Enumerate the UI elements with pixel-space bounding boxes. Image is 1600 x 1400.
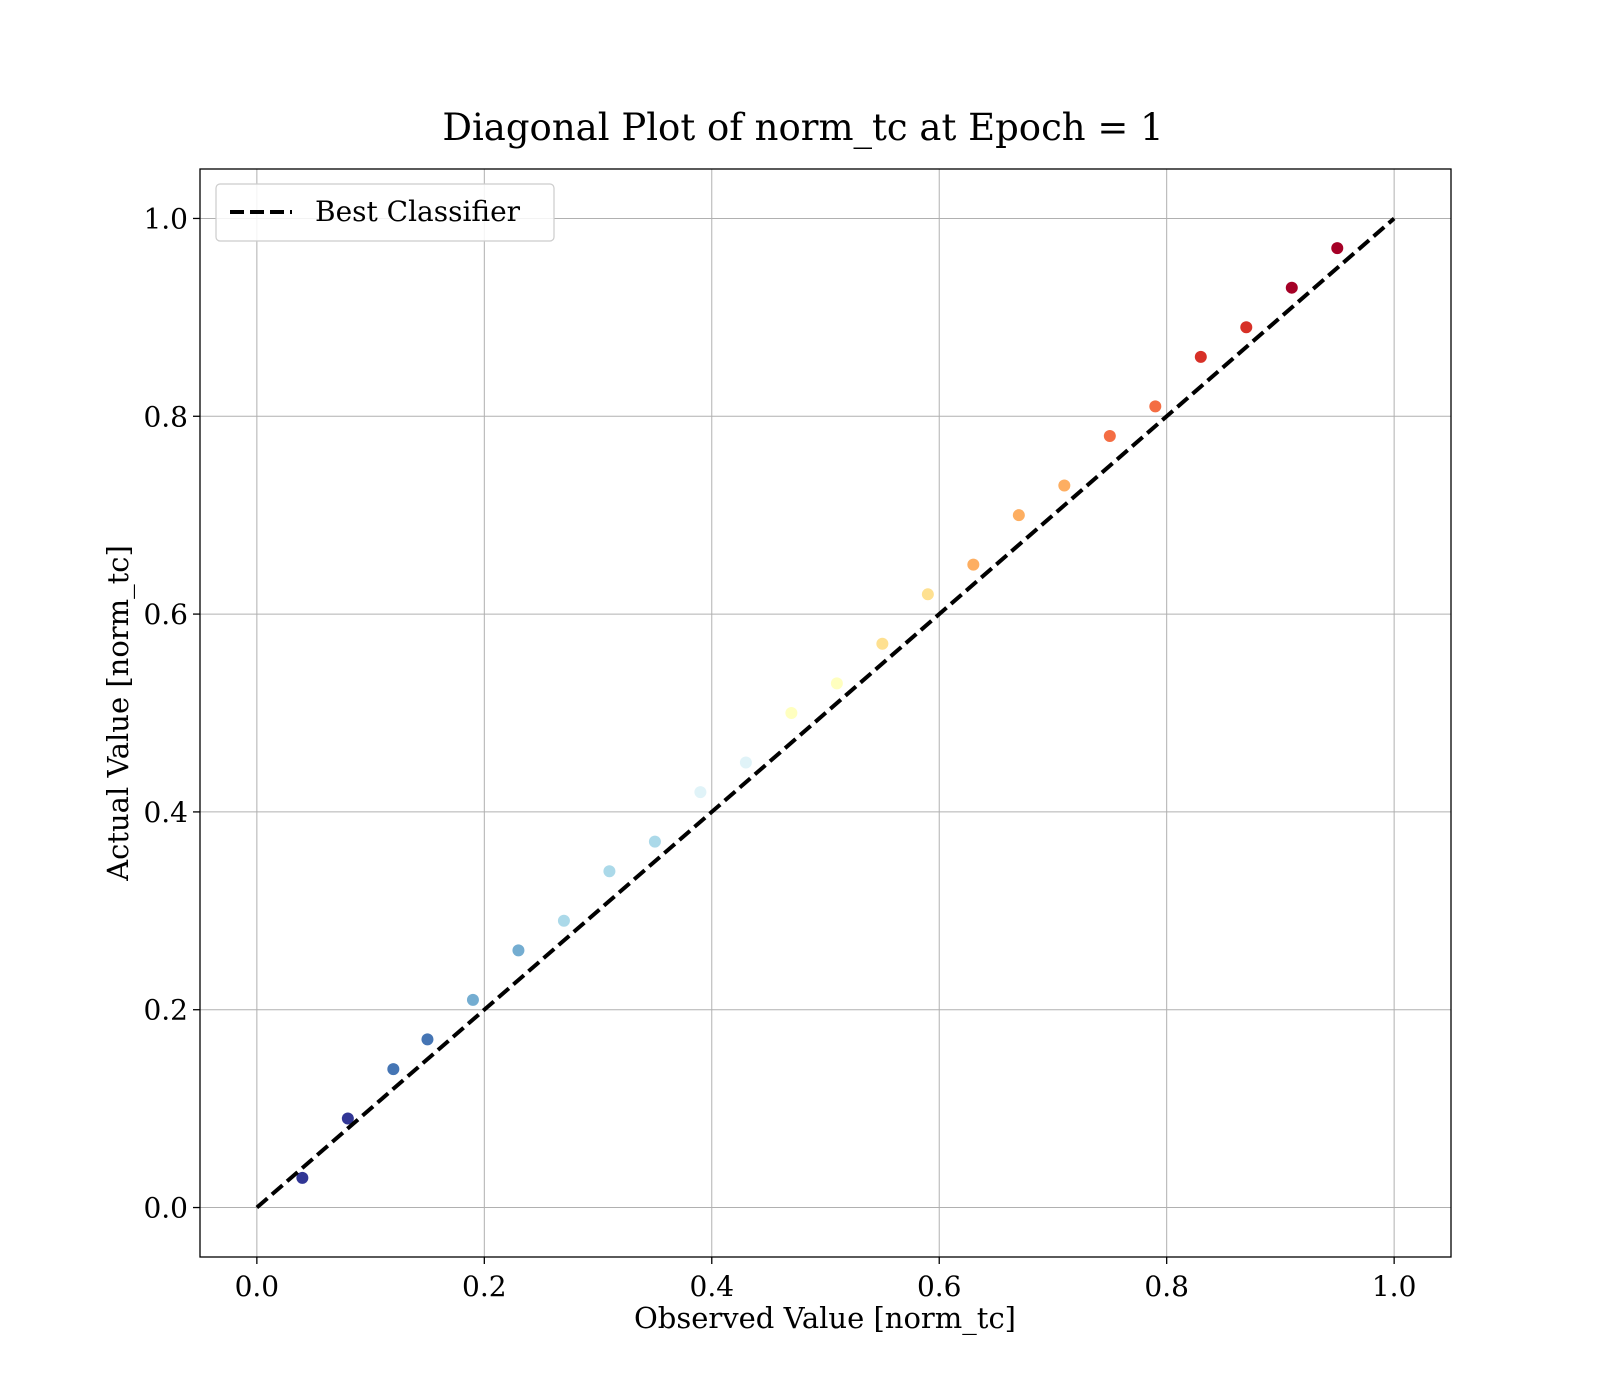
scatter-point <box>1012 509 1025 522</box>
scatter-point <box>1331 242 1344 255</box>
x-tick-label: 0.0 <box>235 1270 280 1303</box>
scatter-point <box>830 677 843 690</box>
scatter-points <box>296 242 1344 1184</box>
plot-frame <box>199 168 1452 1258</box>
scatter-point <box>341 1112 354 1125</box>
scatter-point <box>512 944 525 957</box>
y-tick-label: 0.8 <box>143 400 188 433</box>
scatter-point <box>603 865 616 878</box>
scatter-point <box>1058 479 1071 492</box>
x-tick-label: 0.2 <box>462 1270 507 1303</box>
x-tick-label: 0.6 <box>917 1270 962 1303</box>
scatter-point <box>739 756 752 769</box>
y-tick-label: 0.0 <box>143 1192 188 1225</box>
scatter-point <box>421 1033 434 1046</box>
y-tick-label: 0.2 <box>143 994 188 1027</box>
x-axis-ticks: 0.0 0.2 0.4 0.6 0.8 1.0 <box>235 1257 1417 1303</box>
scatter-point <box>296 1171 309 1184</box>
x-tick-label: 0.4 <box>690 1270 735 1303</box>
y-tick-label: 1.0 <box>143 202 188 235</box>
scatter-point <box>466 993 479 1006</box>
scatter-point <box>1285 281 1298 294</box>
y-tick-label: 0.4 <box>143 796 188 829</box>
chart-title: Diagonal Plot of norm_tc at Epoch = 1 <box>442 106 1163 150</box>
best-classifier-line <box>255 216 1396 1210</box>
scatter-point <box>921 588 934 601</box>
legend: Best Classifier <box>215 183 555 242</box>
scatter-point <box>967 558 980 571</box>
y-axis-ticks: 0.0 0.2 0.4 0.6 0.8 1.0 <box>143 202 200 1225</box>
scatter-point <box>387 1063 400 1076</box>
scatter-point <box>1240 321 1253 334</box>
scatter-point <box>1194 350 1207 363</box>
y-tick-label: 0.6 <box>143 598 188 631</box>
x-tick-label: 1.0 <box>1372 1270 1417 1303</box>
legend-box <box>215 183 555 242</box>
scatter-point <box>785 707 798 719</box>
scatter-point <box>1149 400 1162 413</box>
legend-label: Best Classifier <box>315 195 521 228</box>
scatter-point <box>557 914 570 927</box>
scatter-point <box>694 786 707 799</box>
x-tick-label: 0.8 <box>1144 1270 1189 1303</box>
scatter-point <box>648 835 661 848</box>
x-axis-label: Observed Value [norm_tc] <box>634 1301 1016 1336</box>
scatter-point <box>876 637 889 650</box>
y-axis-label: Actual Value [norm_tc] <box>101 545 136 882</box>
scatter-point <box>1103 430 1116 443</box>
